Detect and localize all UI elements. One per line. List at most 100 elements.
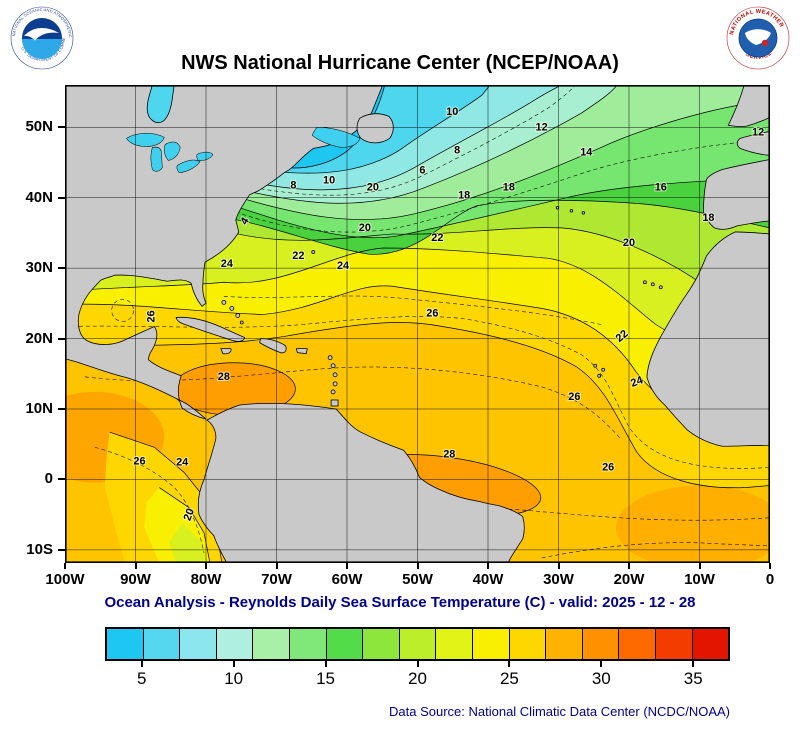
contour-label: 16 — [655, 182, 667, 194]
colorbar-tick — [692, 661, 695, 667]
colorbar-cell — [471, 629, 509, 659]
lon-tick — [557, 563, 560, 569]
data-source: Data Source: National Climatic Data Cent… — [389, 704, 730, 719]
contour-label: 26 — [426, 307, 438, 319]
colorbar-cell — [325, 629, 363, 659]
contour-label: 12 — [536, 121, 548, 133]
colorbar-tick — [508, 661, 511, 667]
contour-label: 26 — [133, 455, 145, 467]
colorbar-cell — [215, 629, 253, 659]
lat-tick — [58, 337, 65, 340]
lat-tick — [58, 548, 65, 551]
lat-label-10N: 10N — [25, 400, 53, 418]
contour-label: 10 — [446, 106, 458, 118]
lon-label-50W: 50W — [402, 571, 433, 588]
lat-tick — [58, 408, 65, 411]
lon-tick — [346, 563, 348, 569]
colorbar-cell — [107, 629, 143, 659]
contour-label: 24 — [337, 260, 350, 272]
lon-tick — [275, 563, 278, 569]
lat-tick — [58, 126, 65, 129]
lon-label-30W: 30W — [543, 571, 574, 588]
colorbar-tick — [232, 661, 235, 667]
lon-label-100W: 100W — [45, 571, 85, 588]
contour-label: 22 — [431, 232, 443, 244]
map-caption: Ocean Analysis - Reynolds Daily Sea Surf… — [104, 594, 696, 611]
colorbar-cell — [435, 629, 472, 659]
colorbar-tick — [600, 661, 603, 667]
contour-label: 26 — [602, 461, 614, 473]
lon-label-0: 0 — [765, 571, 775, 588]
contour-label: 18 — [458, 190, 470, 202]
colorbar-cell — [179, 629, 216, 659]
nws-logo: NATIONAL WEATHER SERVICE — [726, 6, 790, 70]
lon-tick — [628, 563, 630, 569]
colorbar-cell — [142, 629, 180, 659]
colorbar-tick-label-35: 35 — [683, 669, 703, 688]
contour-label: 26 — [145, 310, 157, 322]
colorbar-tick-label-20: 20 — [408, 669, 427, 688]
lon-label-90W: 90W — [120, 571, 151, 588]
colorbar-ticks: 5 10 15 20 25 30 35 — [105, 661, 730, 693]
noaa-seagull-icon — [24, 27, 59, 41]
lon-label-80W: 80W — [190, 571, 222, 588]
contour-label: 8 — [454, 144, 460, 156]
lat-label-10S: 10S — [26, 540, 53, 558]
contour-label: 14 — [580, 146, 593, 158]
noaa-emblem-icon: NATIONAL OCEANIC AND ATMOSPHERIC ADMINIS… — [8, 2, 74, 70]
lat-tick — [58, 267, 65, 270]
lon-tick — [134, 563, 137, 569]
lon-label-60W: 60W — [331, 571, 363, 588]
contour-label: 20 — [367, 182, 379, 194]
contour-label: 28 — [218, 371, 230, 383]
colorbar-cell — [398, 629, 436, 659]
colorbar-cell — [618, 629, 655, 659]
lon-label-40W: 40W — [472, 571, 504, 588]
colorbar-cell — [508, 629, 546, 659]
latitude-axis: 50N 40N 30N 20N 10N 0 10S — [0, 85, 65, 563]
contour-label: 24 — [176, 456, 189, 468]
contour-label: 18 — [702, 212, 714, 224]
sst-map: 10 12 14 12 16 8 6 8 10 20 18 18 4 20 22 20 18 22 24 24 26 26… — [65, 85, 770, 563]
contour-label: 22 — [292, 250, 304, 262]
colorbar-tick — [324, 661, 327, 667]
colorbar-tick — [416, 661, 419, 667]
contour-label: 8 — [290, 180, 296, 192]
colorbar-tick-label-10: 10 — [224, 669, 244, 688]
lon-tick — [205, 563, 207, 569]
page-title: NWS National Hurricane Center (NCEP/NOAA… — [181, 52, 619, 74]
contour-label: 26 — [568, 391, 580, 403]
nws-hurricane-icon — [761, 39, 769, 47]
lat-tick — [58, 478, 65, 481]
lat-label-40N: 40N — [25, 188, 53, 206]
contour-label: 6 — [419, 164, 425, 176]
lon-label-20W: 20W — [613, 571, 645, 588]
lat-tick — [58, 196, 65, 199]
graticule — [65, 85, 770, 563]
colorbar-tick — [140, 661, 143, 667]
colorbar-tick-label-25: 25 — [499, 669, 519, 688]
colorbar-tick-label-5: 5 — [137, 669, 147, 688]
contour-label: 10 — [323, 175, 335, 187]
contour-label: 18 — [503, 182, 515, 194]
lon-tick — [487, 563, 489, 569]
colorbar-cell — [691, 629, 729, 659]
noaa-logo: NATIONAL OCEANIC AND ATMOSPHERIC ADMINIS… — [8, 2, 74, 70]
contour-label: 12 — [752, 126, 764, 138]
colorbar-tick-label-15: 15 — [316, 669, 336, 688]
lat-label-20N: 20N — [25, 329, 53, 347]
contour-label: 20 — [623, 237, 635, 249]
contour-label: 20 — [182, 507, 197, 523]
colorbar-cell — [362, 629, 399, 659]
colorbar-cell — [581, 629, 619, 659]
lon-tick — [769, 563, 771, 569]
colorbar — [105, 627, 730, 661]
lat-label-50N: 50N — [25, 118, 53, 136]
colorbar-cell — [288, 629, 326, 659]
lon-tick — [416, 563, 419, 569]
lat-label-0: 0 — [44, 470, 53, 488]
lon-tick — [698, 563, 701, 569]
